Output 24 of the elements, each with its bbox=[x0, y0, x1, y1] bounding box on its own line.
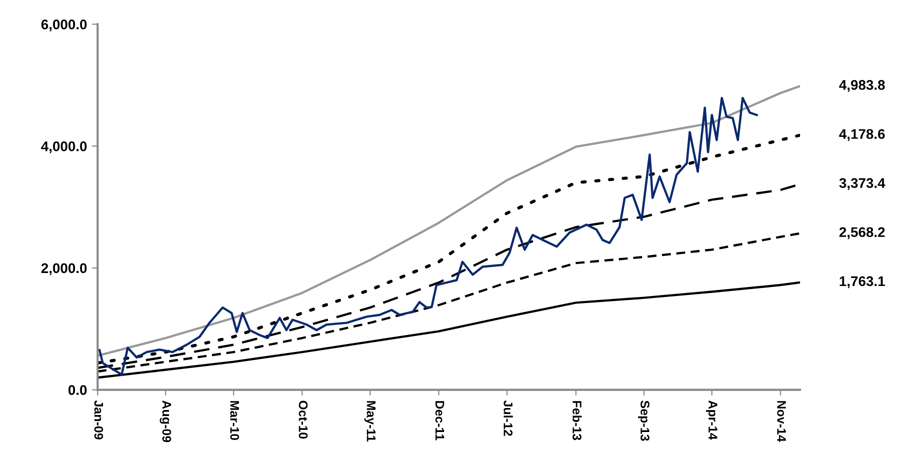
x-tick-label: Feb-13 bbox=[572, 401, 582, 440]
x-tick-label: Apr-14 bbox=[706, 400, 718, 440]
line-series bbox=[98, 85, 800, 357]
x-tick-label: Jul-12 bbox=[504, 400, 513, 436]
x-tick-label: Nov-14 bbox=[777, 401, 786, 442]
y-tick-label: 6,000.0 bbox=[41, 20, 87, 32]
x-tick-label: May-11 bbox=[364, 401, 376, 442]
annotation: 4,983.8 bbox=[839, 80, 885, 92]
x-tick-label: Aug-09 bbox=[160, 400, 172, 442]
x-tick-label: Mar-10 bbox=[230, 401, 240, 440]
x-tick-label: Dec-11 bbox=[435, 401, 444, 440]
annotation: 2,568.2 bbox=[839, 227, 885, 240]
y-tick-label: 0.0 bbox=[68, 385, 87, 395]
x-tick-label: Sep-13 bbox=[638, 400, 650, 441]
x-tick-label: Oct-10 bbox=[298, 400, 308, 439]
x-tick-label: Jan-09 bbox=[94, 400, 104, 440]
line-series bbox=[98, 96, 758, 376]
line-series bbox=[98, 281, 800, 379]
y-tick-label: 4,000.0 bbox=[41, 141, 87, 154]
annotation: 4,178.6 bbox=[839, 129, 885, 141]
annotation: 3,373.4 bbox=[839, 178, 886, 190]
annotation: 1,763.1 bbox=[840, 276, 885, 288]
y-tick-label: 2,000.0 bbox=[41, 263, 87, 276]
line-series bbox=[98, 134, 800, 365]
